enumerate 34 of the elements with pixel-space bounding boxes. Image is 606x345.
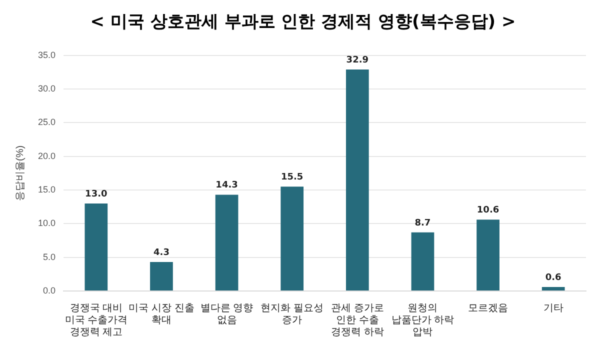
x-tick-label: 별다른 영향 없음 [200,302,254,326]
data-label: 32.9 [346,55,369,66]
bar [215,194,238,290]
data-label: 14.3 [216,180,238,191]
x-tick-label: 경쟁국 대비 미국 수출가격 경쟁력 제고 [64,302,128,338]
x-tick-label: 미국 시장 진출 확대 [128,302,194,326]
data-label: 8.7 [414,218,431,228]
data-label: 15.5 [280,172,304,183]
x-tick-label: 관세 증가로 인한 수출 경쟁력 하락 [331,302,384,338]
x-tick-label: 원청의 납품단가 하락 압박 [391,302,454,338]
y-axis-title: 응답비율(%) [14,145,26,201]
data-label: 13.0 [85,189,108,200]
y-tick-label: 10.0 [38,218,56,228]
data-label: 10.6 [476,205,500,216]
chart-title: < 미국 상호관세 부과로 인한 경제적 영향(복수응답) > [89,10,517,34]
data-label: 4.3 [154,248,170,258]
y-tick-label: 30.0 [38,84,56,94]
y-tick-label: 0.0 [43,285,56,296]
y-tick-label: 5.0 [43,252,56,262]
x-tick-label: 모르겠음 [468,302,508,314]
bar [84,203,108,290]
bar [280,186,304,290]
bar [476,220,500,290]
bar [150,262,173,290]
bar [411,232,434,290]
x-tick-label: 기타 [543,302,564,314]
bar [346,70,369,290]
x-tick-label: 현지화 필요성 증가 [260,302,324,326]
bar [542,286,565,290]
y-tick-label: 35.0 [38,50,56,60]
y-tick-label: 20.0 [38,150,56,161]
data-label: 0.6 [545,272,562,283]
y-tick-label: 15.0 [38,184,56,195]
y-tick-label: 25.0 [38,117,56,128]
